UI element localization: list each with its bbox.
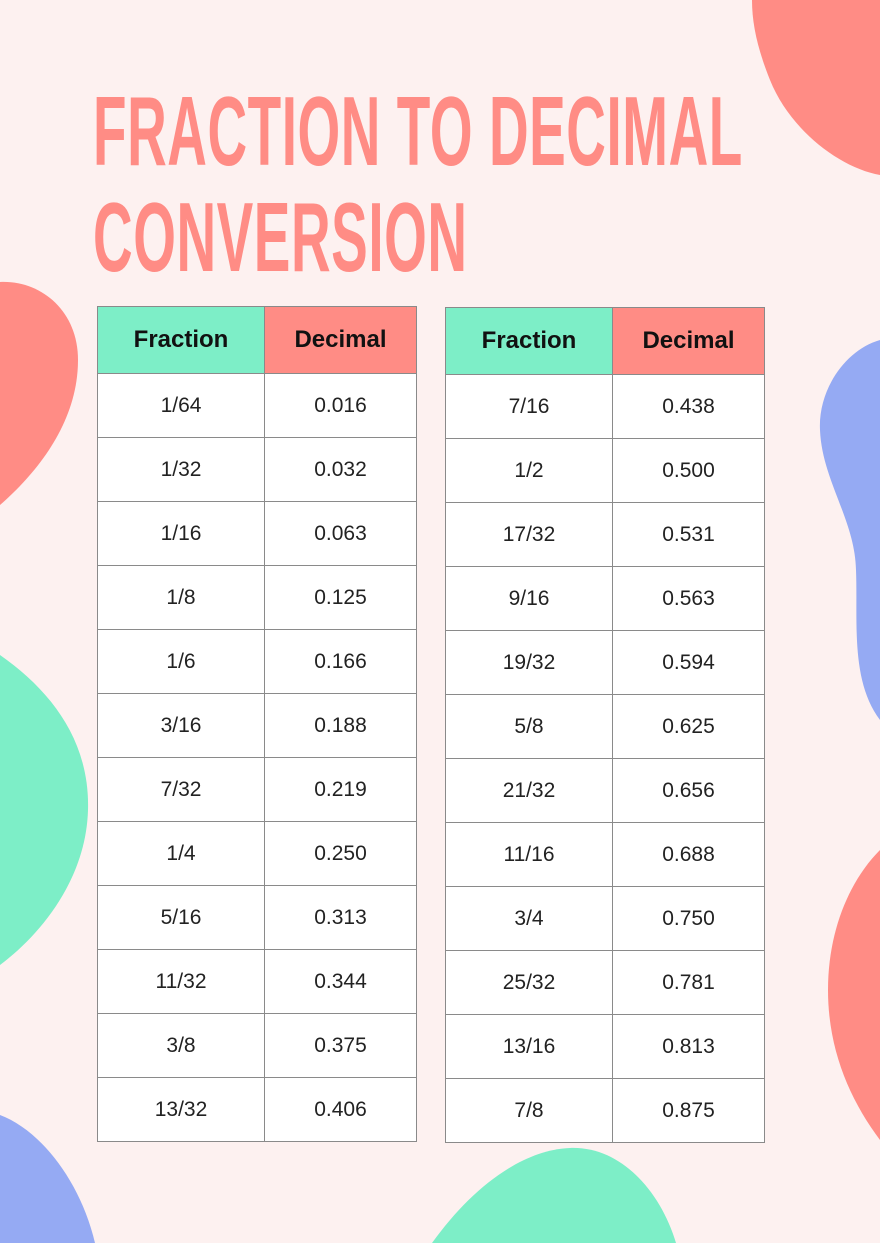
decimal-cell: 0.188 <box>264 693 417 758</box>
decimal-cell: 0.750 <box>612 886 765 951</box>
fraction-cell: 1/8 <box>97 565 265 630</box>
fraction-cell: 1/32 <box>97 437 265 502</box>
fraction-cell: 9/16 <box>445 566 613 631</box>
decimal-cell: 0.125 <box>264 565 417 630</box>
table-row: 1/64 0.016 <box>97 373 417 438</box>
decimal-cell: 0.500 <box>612 438 765 503</box>
fraction-cell: 13/32 <box>97 1077 265 1142</box>
blob-mint-left <box>0 655 89 965</box>
fraction-cell: 3/4 <box>445 886 613 951</box>
decimal-header: Decimal <box>264 306 417 374</box>
table-row: 13/16 0.813 <box>445 1014 765 1079</box>
title-line-1: FRACTION TO DECIMAL <box>93 76 743 186</box>
table-row: 25/32 0.781 <box>445 950 765 1015</box>
decimal-cell: 0.375 <box>264 1013 417 1078</box>
table-row: 3/8 0.375 <box>97 1013 417 1078</box>
table-row: 19/32 0.594 <box>445 630 765 695</box>
table-row: 1/4 0.250 <box>97 821 417 886</box>
table-row: 21/32 0.656 <box>445 758 765 823</box>
table-row: 1/2 0.500 <box>445 438 765 503</box>
decimal-cell: 0.438 <box>612 374 765 439</box>
fraction-cell: 1/2 <box>445 438 613 503</box>
table-row: 1/6 0.166 <box>97 629 417 694</box>
fraction-cell: 1/16 <box>97 501 265 566</box>
table-row: 3/4 0.750 <box>445 886 765 951</box>
conversion-table-right: Fraction Decimal 7/16 0.438 1/2 0.500 17/32 0… <box>445 307 765 1143</box>
fraction-cell: 19/32 <box>445 630 613 695</box>
decimal-cell: 0.875 <box>612 1078 765 1143</box>
fraction-cell: 7/32 <box>97 757 265 822</box>
decimal-cell: 0.063 <box>264 501 417 566</box>
table-row: 11/16 0.688 <box>445 822 765 887</box>
fraction-cell: 5/8 <box>445 694 613 759</box>
table-row: 7/32 0.219 <box>97 757 417 822</box>
fraction-cell: 11/16 <box>445 822 613 887</box>
fraction-cell: 1/64 <box>97 373 265 438</box>
table-row: 9/16 0.563 <box>445 566 765 631</box>
decimal-cell: 0.344 <box>264 949 417 1014</box>
table-row: 7/16 0.438 <box>445 374 765 439</box>
decimal-cell: 0.406 <box>264 1077 417 1142</box>
fraction-cell: 3/16 <box>97 693 265 758</box>
table-row: 3/16 0.188 <box>97 693 417 758</box>
decimal-cell: 0.563 <box>612 566 765 631</box>
decimal-cell: 0.219 <box>264 757 417 822</box>
title-line-2: CONVERSION <box>93 182 468 292</box>
fraction-header: Fraction <box>97 306 265 374</box>
decimal-cell: 0.016 <box>264 373 417 438</box>
decimal-cell: 0.688 <box>612 822 765 887</box>
fraction-cell: 17/32 <box>445 502 613 567</box>
fraction-cell: 25/32 <box>445 950 613 1015</box>
table-row: 17/32 0.531 <box>445 502 765 567</box>
page-title: FRACTION TO DECIMAL CONVERSION <box>93 78 743 290</box>
table-row: 1/32 0.032 <box>97 437 417 502</box>
blob-blue-bottom-left <box>0 1115 95 1243</box>
fraction-cell: 7/8 <box>445 1078 613 1143</box>
blob-blue-right <box>819 340 880 720</box>
table-row: 13/32 0.406 <box>97 1077 417 1142</box>
table-header-row: Fraction Decimal <box>445 307 765 375</box>
blob-coral-bottom-right <box>828 850 880 1140</box>
blob-coral-top-right <box>752 0 880 175</box>
decimal-cell: 0.313 <box>264 885 417 950</box>
table-row: 1/16 0.063 <box>97 501 417 566</box>
fraction-cell: 5/16 <box>97 885 265 950</box>
conversion-table-left: Fraction Decimal 1/64 0.016 1/32 0.032 1/16 0… <box>97 306 417 1142</box>
decimal-cell: 0.594 <box>612 630 765 695</box>
decimal-cell: 0.531 <box>612 502 765 567</box>
blob-coral-left <box>0 281 78 505</box>
fraction-cell: 1/4 <box>97 821 265 886</box>
fraction-cell: 13/16 <box>445 1014 613 1079</box>
fraction-cell: 21/32 <box>445 758 613 823</box>
table-row: 5/8 0.625 <box>445 694 765 759</box>
decimal-cell: 0.625 <box>612 694 765 759</box>
decimal-header: Decimal <box>612 307 765 375</box>
decimal-cell: 0.166 <box>264 629 417 694</box>
table-header-row: Fraction Decimal <box>97 306 417 374</box>
decimal-cell: 0.250 <box>264 821 417 886</box>
table-row: 7/8 0.875 <box>445 1078 765 1143</box>
decimal-cell: 0.813 <box>612 1014 765 1079</box>
decimal-cell: 0.781 <box>612 950 765 1015</box>
fraction-cell: 1/6 <box>97 629 265 694</box>
decimal-cell: 0.656 <box>612 758 765 823</box>
fraction-cell: 11/32 <box>97 949 265 1014</box>
table-row: 5/16 0.313 <box>97 885 417 950</box>
table-row: 11/32 0.344 <box>97 949 417 1014</box>
decimal-cell: 0.032 <box>264 437 417 502</box>
fraction-header: Fraction <box>445 307 613 375</box>
fraction-cell: 3/8 <box>97 1013 265 1078</box>
table-row: 1/8 0.125 <box>97 565 417 630</box>
blob-mint-bottom <box>432 1147 676 1243</box>
fraction-cell: 7/16 <box>445 374 613 439</box>
